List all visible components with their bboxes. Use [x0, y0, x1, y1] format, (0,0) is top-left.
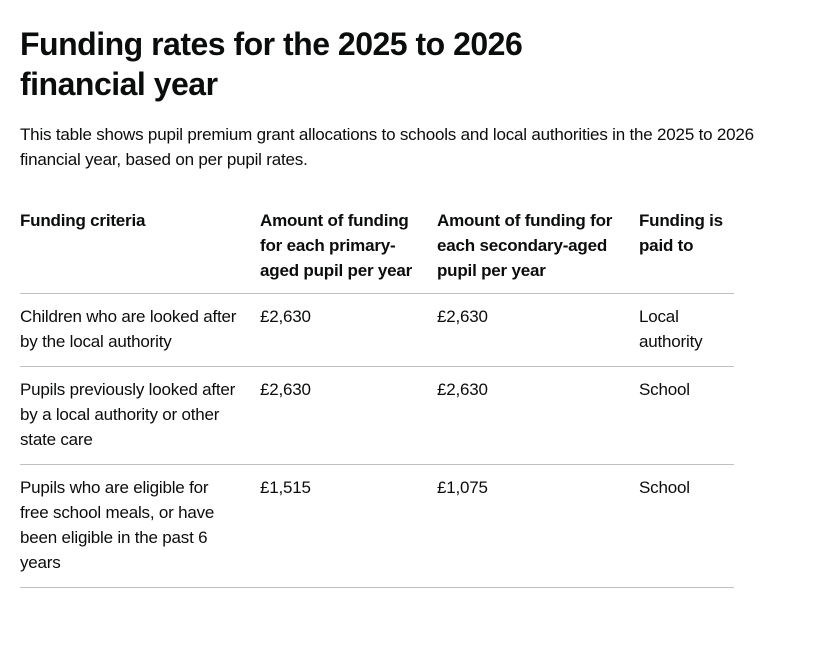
cell-secondary-amount: £1,075: [437, 464, 639, 588]
column-header-secondary-amount: Amount of funding for each secondary-age…: [437, 198, 639, 294]
column-header-paid-to: Funding is paid to: [639, 198, 734, 294]
table-row: Children who are looked after by the loc…: [20, 293, 734, 367]
cell-primary-amount: £1,515: [260, 464, 437, 588]
cell-criteria: Pupils previously looked after by a loca…: [20, 366, 260, 465]
funding-rates-table: Funding criteria Amount of funding for e…: [20, 198, 734, 588]
page: Funding rates for the 2025 to 2026 finan…: [0, 24, 818, 646]
cell-secondary-amount: £2,630: [437, 366, 639, 465]
table-row: Pupils previously looked after by a loca…: [20, 366, 734, 465]
page-title: Funding rates for the 2025 to 2026 finan…: [20, 26, 523, 102]
cell-paid-to: School: [639, 366, 734, 465]
cell-paid-to: Local authority: [639, 293, 734, 367]
intro-text: This table shows pupil premium grant all…: [20, 125, 754, 169]
cell-primary-amount: £2,630: [260, 293, 437, 367]
column-header-primary-amount: Amount of funding for each primary-aged …: [260, 198, 437, 294]
table-row: Pupils who are eligible for free school …: [20, 464, 734, 588]
column-header-funding-criteria: Funding criteria: [20, 198, 260, 294]
cell-criteria: Children who are looked after by the loc…: [20, 293, 260, 367]
table-header-row: Funding criteria Amount of funding for e…: [20, 198, 734, 294]
cell-paid-to: School: [639, 464, 734, 588]
cell-primary-amount: £2,630: [260, 366, 437, 465]
cell-criteria: Pupils who are eligible for free school …: [20, 464, 260, 588]
cell-secondary-amount: £2,630: [437, 293, 639, 367]
